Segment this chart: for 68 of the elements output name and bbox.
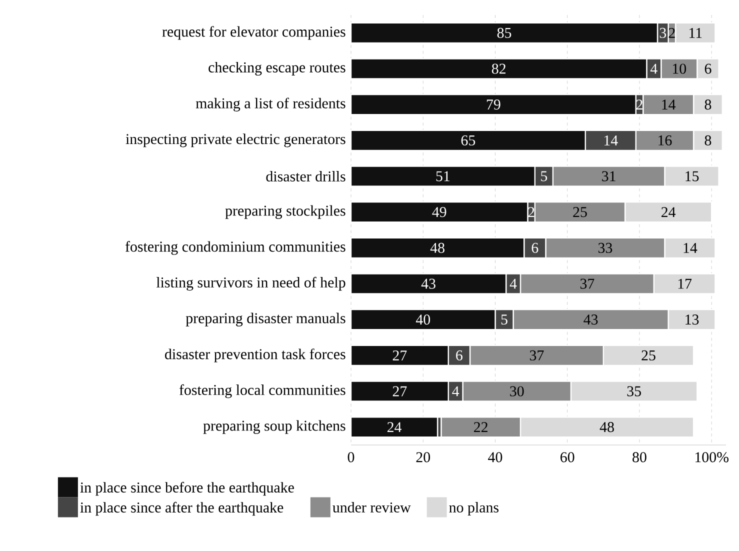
y-tick-label: fostering condominium communities [125,241,346,255]
data-label: 4 [510,278,517,289]
data-label: 82 [492,64,506,74]
data-label: 27 [392,350,407,360]
x-tick-label: 0 [348,452,354,462]
data-label: 14 [662,100,676,110]
x-tick-label: 100% [695,452,729,462]
data-label: 79 [486,100,500,110]
x-tick-label: 80 [632,452,646,462]
legend-label: in place since after the earthquake [80,502,284,516]
data-label: 5 [541,171,548,182]
data-label: 8 [704,135,712,146]
y-tick-label: fostering local communities [179,384,346,398]
data-label: 30 [510,386,524,396]
data-label: 49 [432,207,446,218]
data-label: 43 [584,314,598,325]
data-label: 51 [436,171,450,182]
data-label: 10 [672,64,686,74]
data-label: 37 [580,278,594,289]
data-label: 14 [684,242,698,253]
legend-label: no plans [449,502,498,516]
data-label: 15 [686,171,699,182]
data-label: 25 [642,350,656,360]
data-label: 5 [501,314,508,325]
data-label: 16 [658,135,672,146]
data-label: 4 [650,64,658,74]
data-label: 40 [416,314,430,325]
legend-label: under review [332,502,411,513]
data-label: 24 [662,207,676,218]
data-label: 3 [660,28,666,38]
data-label: 65 [461,135,476,146]
data-label: 6 [456,350,462,360]
data-label: 8 [704,100,712,110]
y-tick-label: inspecting private electric generators [126,134,346,148]
legend-label: in place since before the earthquake [80,482,294,496]
x-tick-label: 60 [560,452,574,462]
y-tick-label: disaster prevention task forces [165,348,346,362]
y-tick-label: preparing disaster manuals [186,312,346,326]
data-label: 85 [497,28,512,38]
bar [350,416,438,438]
data-label: 6 [532,242,538,253]
data-label: 25 [573,207,587,218]
data-label: 6 [704,64,712,74]
data-label: 43 [421,278,436,289]
data-label: 48 [600,422,614,432]
data-label: 37 [530,350,544,360]
data-label: 13 [686,314,699,325]
y-tick-label: preparing soup kitchens [203,420,346,434]
data-label: 4 [452,386,460,396]
data-label: 17 [678,278,692,289]
x-tick-label: 20 [416,452,430,462]
data-label: 22 [474,422,488,432]
y-tick-label: making a list of residents [196,98,346,112]
y-tick-label: disaster drills [266,171,346,182]
data-label: 14 [604,135,618,146]
data-label: 48 [430,242,444,253]
x-tick-label: 40 [488,452,502,462]
data-label: 35 [627,386,641,396]
y-tick-label: checking escape routes [208,62,346,76]
data-label: 11 [689,28,702,38]
y-tick-label: request for elevator companies [162,26,346,40]
data-label: 27 [392,386,407,396]
data-label: 24 [387,422,402,432]
data-label: 33 [598,242,612,253]
data-label: 2 [636,100,642,110]
y-tick-label: preparing stockpiles [225,205,346,219]
y-tick-label: listing survivors in need of help [156,276,346,291]
data-label: 31 [602,171,616,182]
